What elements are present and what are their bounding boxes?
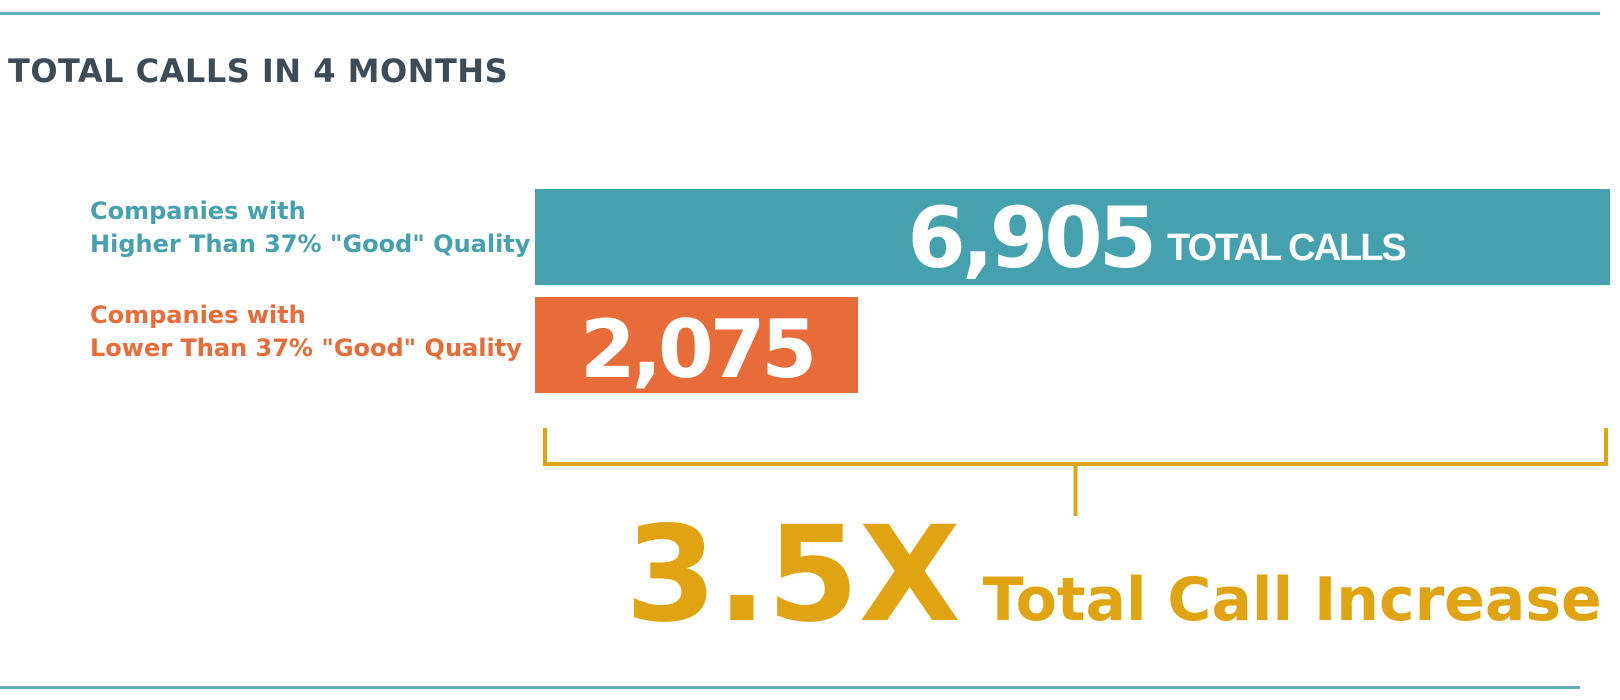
comparison-bracket (543, 428, 1608, 516)
category-label-higher-line2: Higher Than 37% "Good" Quality (90, 230, 531, 258)
category-label-lower-line1: Companies with (90, 301, 306, 329)
comparison-label: Total Call Increase (982, 565, 1602, 635)
top-divider (0, 12, 1600, 15)
bottom-divider (0, 686, 1580, 689)
bar-value-label-higher: 6,905 (907, 189, 1153, 287)
bar-unit-label: TOTAL CALLS (1167, 227, 1405, 269)
chart-title: TOTAL CALLS IN 4 MONTHS (8, 52, 509, 90)
comparison-callout: 3.5X Total Call Increase (625, 505, 1602, 645)
category-label-lower-line2: Lower Than 37% "Good" Quality (90, 334, 522, 362)
comparison-value: 3.5X (625, 498, 961, 652)
category-label-lower: Companies with Lower Than 37% "Good" Qua… (90, 299, 522, 365)
category-label-higher-line1: Companies with (90, 197, 306, 225)
bar-value-label-lower: 2,075 (580, 303, 813, 396)
bar-lower-quality (535, 297, 859, 393)
category-label-higher: Companies with Higher Than 37% "Good" Qu… (90, 195, 530, 261)
bar-higher-quality (535, 189, 1610, 285)
